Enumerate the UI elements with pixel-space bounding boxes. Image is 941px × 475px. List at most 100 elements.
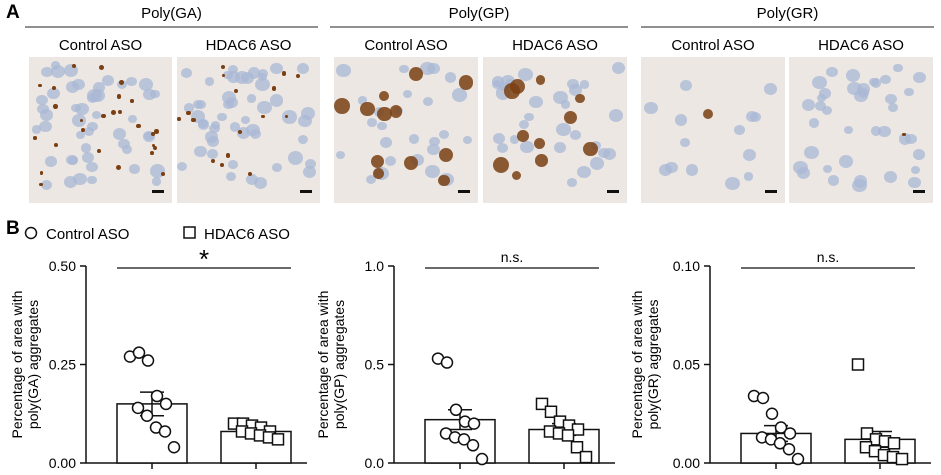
- nucleus-shape: [763, 83, 777, 95]
- aggregate-small: [177, 117, 181, 121]
- nucleus-shape: [35, 94, 48, 106]
- nucleus-shape: [567, 178, 577, 187]
- data-point-control: [466, 439, 480, 452]
- nucleus-shape: [884, 170, 898, 183]
- nucleus-shape: [228, 64, 239, 75]
- data-point-hdac6: [561, 429, 575, 442]
- nucleus-shape: [589, 157, 604, 170]
- aggregate-small: [211, 158, 216, 163]
- nucleus-shape: [821, 105, 832, 115]
- aggregate-small: [116, 94, 121, 99]
- nucleus-shape: [429, 137, 440, 147]
- nucleus-shape: [556, 122, 571, 136]
- nucleus-shape: [358, 96, 368, 105]
- nucleus-shape: [812, 75, 828, 90]
- bar-charts: 0.00 0.25 0.50 Percentage of area withpoly(…: [9, 244, 931, 471]
- nucleus-shape: [72, 79, 85, 91]
- nucleus-shape: [269, 62, 283, 75]
- aggregate-large: [575, 93, 585, 104]
- aggregate-small: [97, 148, 101, 153]
- nucleus-shape: [126, 76, 137, 87]
- nucleus-shape: [225, 96, 239, 109]
- data-point-hdac6: [887, 437, 901, 450]
- nucleus-shape: [579, 80, 590, 89]
- nucleus-shape: [183, 103, 195, 113]
- nucleus-shape: [229, 122, 241, 132]
- nucleus-shape: [204, 77, 215, 86]
- nucleus-shape: [143, 131, 155, 143]
- nucleus-shape: [92, 82, 106, 94]
- nucleus-shape: [205, 131, 218, 143]
- nucleus-shape: [241, 72, 255, 84]
- nucleus-shape: [679, 79, 692, 91]
- y-tick-label: 0.00: [49, 455, 76, 471]
- aggregate-small: [116, 164, 121, 170]
- nucleus-shape: [823, 164, 833, 173]
- nucleus-shape: [112, 127, 127, 140]
- nucleus-shape: [367, 117, 378, 127]
- scale-bar: [300, 190, 312, 193]
- significance-label: n.s.: [817, 249, 840, 265]
- nucleus-shape: [908, 176, 921, 188]
- nucleus-shape: [257, 68, 269, 79]
- data-point-control: [440, 356, 454, 369]
- nucleus-shape: [81, 152, 95, 164]
- chart: 0.0 0.5 1.0 Percentage of area withpoly(GP)…: [315, 249, 615, 471]
- nucleus-shape: [86, 92, 99, 104]
- chart: 0.00 0.05 0.10 Percentage of area withpoly(…: [629, 249, 931, 471]
- micrograph-tile: [334, 57, 478, 203]
- nucleus-shape: [685, 164, 699, 176]
- y-tick-label: 1.0: [365, 258, 385, 274]
- aggregate-small: [234, 89, 239, 94]
- micrograph-condition-label: HDAC6 ASO: [512, 37, 598, 54]
- nucleus-shape: [749, 111, 762, 122]
- nucleus-shape: [878, 126, 891, 138]
- data-point-hdac6: [570, 440, 584, 454]
- nucleus-shape: [845, 69, 861, 82]
- nucleus-shape: [910, 165, 921, 175]
- aggregate-large: [458, 75, 474, 90]
- nucleus-shape: [853, 175, 868, 188]
- nucleus-shape: [177, 161, 188, 171]
- nucleus-shape: [121, 144, 132, 154]
- nucleus-shape: [674, 114, 688, 126]
- scale-bar: [458, 190, 470, 193]
- nucleus-shape: [197, 118, 210, 130]
- y-axis-label: Percentage of area withpoly(GA) aggregat…: [9, 291, 41, 439]
- nucleus-shape: [226, 171, 237, 181]
- aggregate-small: [149, 151, 154, 156]
- nucleus-shape: [87, 175, 97, 185]
- nucleus-shape: [302, 165, 316, 178]
- nucleus-shape: [272, 163, 283, 172]
- aggregate-small: [72, 63, 77, 68]
- data-point-control: [132, 346, 146, 359]
- nucleus-shape: [40, 66, 53, 78]
- y-tick-label: 0.25: [49, 357, 76, 373]
- aggregate-small: [191, 117, 196, 123]
- micrograph-condition-label: HDAC6 ASO: [818, 37, 904, 54]
- nucleus-shape: [45, 156, 58, 167]
- data-point-control: [150, 389, 164, 403]
- nucleus-shape: [898, 133, 912, 145]
- data-point-hdac6: [851, 358, 865, 371]
- aggregate-large: [404, 155, 419, 170]
- aggregate-small: [119, 80, 125, 86]
- aggregate-large: [493, 156, 510, 173]
- legend-hdac6-marker: [183, 226, 196, 239]
- aggregate-large: [583, 141, 598, 156]
- y-tick-label: 0.50: [49, 258, 76, 274]
- nucleus-shape: [445, 72, 457, 83]
- data-point-control: [457, 433, 471, 446]
- aggregate-large: [389, 105, 402, 118]
- micrograph-condition-label: Control ASO: [59, 37, 142, 54]
- aggregate-small: [130, 99, 134, 103]
- aggregate-small: [52, 86, 57, 91]
- nucleus-shape: [297, 135, 308, 145]
- nucleus-shape: [365, 174, 377, 185]
- aggregate-small: [225, 153, 231, 158]
- nucleus-shape: [463, 135, 473, 144]
- data-point-control: [782, 442, 796, 456]
- micrograph-tile: [789, 57, 933, 203]
- nucleus-shape: [37, 103, 50, 115]
- data-point-control: [765, 407, 779, 420]
